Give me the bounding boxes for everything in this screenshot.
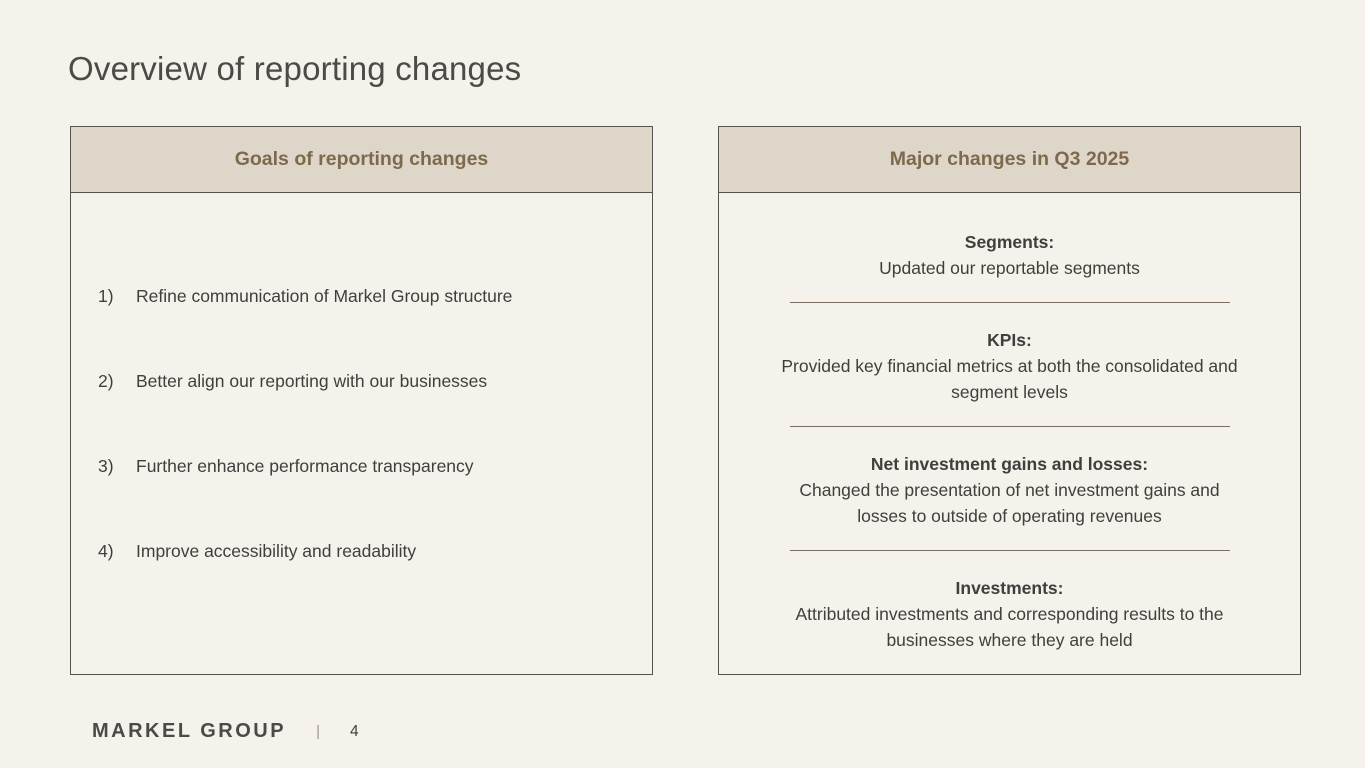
goal-item-text: Refine communication of Markel Group str…	[136, 286, 513, 306]
goals-panel-body: 1) Refine communication of Markel Group …	[70, 192, 653, 675]
changes-panel-body: Segments: Updated our reportable segment…	[718, 192, 1301, 675]
change-section: KPIs: Provided key financial metrics at …	[719, 327, 1300, 405]
goal-item: 2) Better align our reporting with our b…	[98, 370, 632, 392]
section-line: businesses where they are held	[886, 630, 1133, 650]
section-line: Changed the presentation of net investme…	[799, 480, 1220, 500]
section-heading: Segments:	[964, 232, 1055, 252]
goal-item-text: Further enhance performance transparency	[136, 456, 474, 476]
page-title: Overview of reporting changes	[68, 50, 522, 87]
changes-panel-header: Major changes in Q3 2025	[718, 126, 1301, 193]
goal-item-text: Improve accessibility and readability	[136, 541, 417, 561]
section-heading: Investments:	[955, 578, 1064, 598]
section-line: Attributed investments and corresponding…	[795, 604, 1224, 624]
goal-item-text: Better align our reporting with our busi…	[136, 371, 488, 391]
goal-item: 1) Refine communication of Markel Group …	[98, 285, 632, 307]
page-number: 4	[350, 722, 359, 740]
goals-list: 1) Refine communication of Markel Group …	[71, 193, 652, 562]
goal-item: 4) Improve accessibility and readability	[98, 540, 632, 562]
markel-group-logo: MARKEL GROUP	[92, 720, 287, 742]
goal-item-number: 3)	[98, 456, 114, 476]
change-section: Segments: Updated our reportable segment…	[719, 229, 1300, 281]
footer-separator: |	[316, 723, 320, 740]
section-divider	[789, 302, 1230, 303]
change-section: Net investment gains and losses: Changed…	[719, 451, 1300, 529]
changes-panel-header-label: Major changes in Q3 2025	[889, 148, 1130, 170]
goal-item-number: 2)	[98, 371, 114, 391]
goals-panel-header-label: Goals of reporting changes	[234, 148, 489, 170]
section-heading: KPIs:	[987, 330, 1032, 350]
section-line: Provided key financial metrics at both t…	[781, 356, 1238, 376]
footer: MARKEL GROUP | 4	[92, 720, 359, 743]
goals-panel-header: Goals of reporting changes	[70, 126, 653, 193]
change-section: Investments: Attributed investments and …	[719, 575, 1300, 653]
goals-panel: Goals of reporting changes 1) Refine com…	[70, 126, 653, 675]
goal-item-number: 1)	[98, 286, 114, 306]
section-line: Updated our reportable segments	[879, 258, 1140, 278]
section-divider	[789, 550, 1230, 551]
section-heading: Net investment gains and losses:	[870, 454, 1149, 474]
changes-panel: Major changes in Q3 2025 Segments: Updat…	[718, 126, 1301, 675]
section-divider	[789, 426, 1230, 427]
goal-item: 3) Further enhance performance transpare…	[98, 455, 632, 477]
section-line: losses to outside of operating revenues	[857, 506, 1162, 526]
section-line: segment levels	[951, 382, 1068, 402]
goal-item-number: 4)	[98, 541, 114, 561]
